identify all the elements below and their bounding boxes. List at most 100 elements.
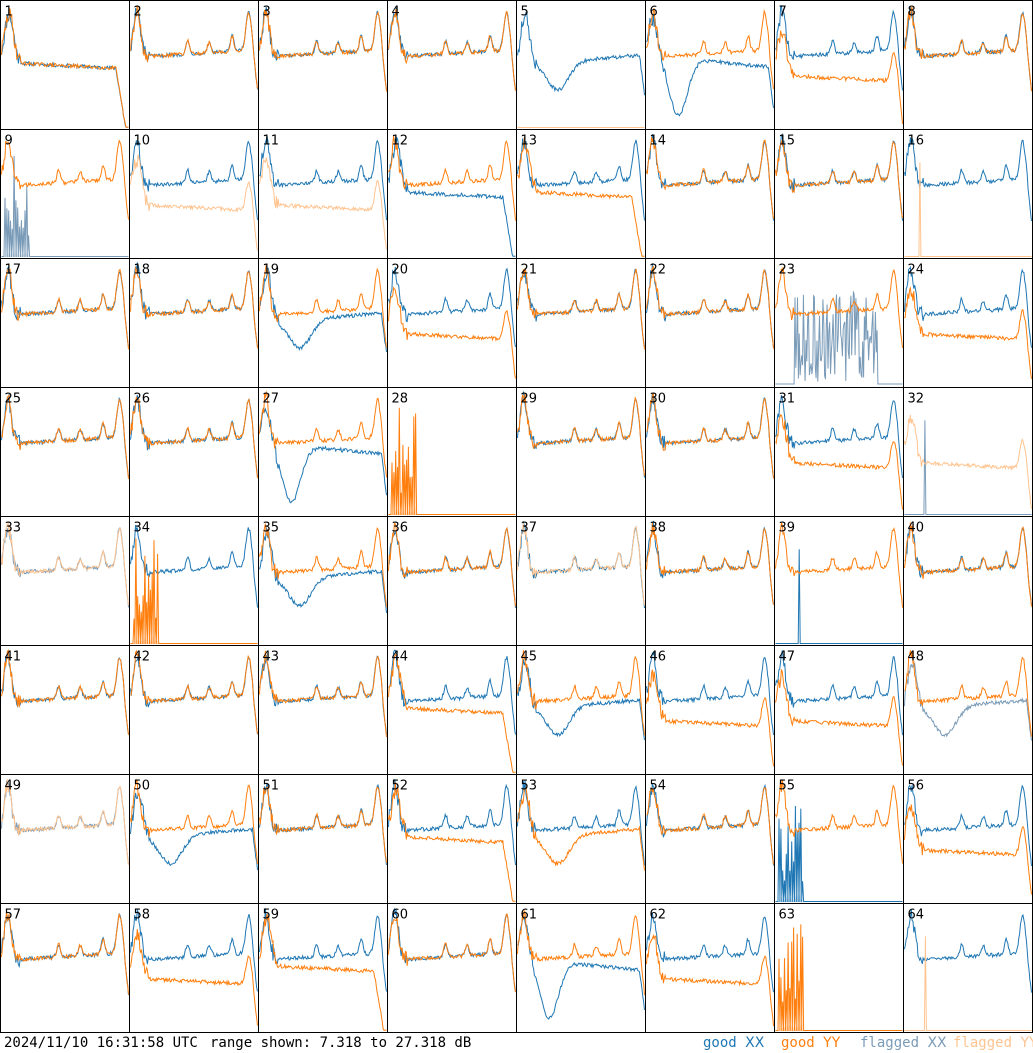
panel-63: 63 bbox=[774, 903, 904, 1033]
panel-frame bbox=[258, 258, 388, 388]
legend-item-1: good XX bbox=[703, 1034, 764, 1052]
panel-50: 50 bbox=[129, 774, 259, 904]
series-yy-good bbox=[775, 30, 903, 124]
series-yy-flagged bbox=[904, 162, 1032, 257]
panel-frame bbox=[0, 903, 130, 1033]
legend-label: flagged bbox=[953, 1035, 1021, 1051]
panel-number: 38 bbox=[650, 521, 667, 536]
panel-18: 18 bbox=[129, 258, 259, 388]
panel-46: 46 bbox=[645, 645, 775, 775]
series-yy-good bbox=[517, 786, 645, 871]
series-yy-good bbox=[646, 787, 774, 865]
panel-frame bbox=[774, 0, 904, 130]
panel-61: 61 bbox=[516, 903, 646, 1033]
panel-frame bbox=[0, 774, 130, 904]
series-yy-good bbox=[517, 267, 645, 350]
panel-11: 11 bbox=[258, 129, 388, 259]
series-xx-good bbox=[388, 266, 516, 348]
panel-number: 57 bbox=[5, 908, 22, 923]
panel-number: 6 bbox=[650, 5, 658, 20]
panel-frame bbox=[645, 645, 775, 775]
timestamp-label: 2024/11/10 16:31:58 UTC bbox=[4, 1035, 198, 1051]
panel-frame bbox=[774, 129, 904, 259]
series-yy-flagged bbox=[259, 157, 387, 250]
panel-number: 43 bbox=[263, 650, 280, 665]
panel-frame bbox=[258, 129, 388, 259]
panel-number: 41 bbox=[5, 650, 22, 665]
legend-item-2: good YY bbox=[781, 1034, 840, 1052]
panel-17: 17 bbox=[0, 258, 130, 388]
panel-frame bbox=[645, 516, 775, 646]
panel-number: 5 bbox=[521, 5, 529, 20]
panel-number: 61 bbox=[521, 908, 538, 923]
panel-number: 1 bbox=[5, 5, 13, 20]
panel-frame bbox=[903, 774, 1033, 904]
panel-47: 47 bbox=[774, 645, 904, 775]
series-yy-good bbox=[1, 910, 129, 995]
series-yy-good bbox=[775, 924, 903, 1031]
panel-frame bbox=[129, 903, 259, 1033]
series-yy-good bbox=[646, 265, 774, 349]
panel-1: 1 bbox=[0, 0, 130, 130]
panel-31: 31 bbox=[774, 387, 904, 517]
panel-number: 60 bbox=[392, 908, 409, 923]
panel-number: 39 bbox=[779, 521, 796, 536]
series-yy-good bbox=[259, 913, 387, 1031]
series-yy-good bbox=[259, 390, 387, 478]
panel-59: 59 bbox=[258, 903, 388, 1033]
series-yy-good bbox=[1, 268, 129, 350]
panel-frame bbox=[387, 258, 517, 388]
panel-53: 53 bbox=[516, 774, 646, 904]
series-yy-good bbox=[259, 264, 387, 348]
panel-frame bbox=[903, 516, 1033, 646]
panel-60: 60 bbox=[387, 903, 517, 1033]
panel-number: 45 bbox=[521, 650, 538, 665]
series-yy-good bbox=[388, 913, 516, 993]
panel-number: 2 bbox=[134, 5, 142, 20]
panel-number: 8 bbox=[908, 5, 916, 20]
panel-35: 35 bbox=[258, 516, 388, 646]
series-yy-good bbox=[259, 650, 387, 738]
panel-frame bbox=[645, 903, 775, 1033]
panel-number: 42 bbox=[134, 650, 151, 665]
panel-19: 19 bbox=[258, 258, 388, 388]
series-xx-good bbox=[130, 524, 258, 608]
panel-24: 24 bbox=[903, 258, 1033, 388]
panel-number: 46 bbox=[650, 650, 667, 665]
series-xx-good bbox=[775, 133, 903, 221]
series-yy-good bbox=[130, 266, 258, 349]
panel-39: 39 bbox=[774, 516, 904, 646]
series-yy-good bbox=[1, 8, 129, 128]
series-yy-good bbox=[904, 650, 1032, 737]
series-xx-good bbox=[259, 267, 387, 353]
series-yy-good bbox=[775, 139, 903, 219]
panel-number: 40 bbox=[908, 521, 925, 536]
panel-number: 24 bbox=[908, 263, 925, 278]
series-yy-flagged bbox=[130, 154, 258, 251]
panel-52: 52 bbox=[387, 774, 517, 904]
panel-number: 16 bbox=[908, 134, 925, 149]
panel-38: 38 bbox=[645, 516, 775, 646]
panel-number: 7 bbox=[779, 5, 787, 20]
series-yy-good bbox=[259, 786, 387, 864]
panel-number: 30 bbox=[650, 392, 667, 407]
panel-number: 14 bbox=[650, 134, 667, 149]
panel-number: 56 bbox=[908, 779, 925, 794]
panel-44: 44 bbox=[387, 645, 517, 775]
panel-number: 53 bbox=[521, 779, 538, 794]
panel-frame bbox=[903, 903, 1033, 1033]
panel-28: 28 bbox=[387, 387, 517, 517]
panel-27: 27 bbox=[258, 387, 388, 517]
panel-frame bbox=[0, 516, 130, 646]
panel-frame bbox=[774, 516, 904, 646]
panel-number: 58 bbox=[134, 908, 151, 923]
panel-number: 4 bbox=[392, 5, 400, 20]
panel-frame bbox=[516, 0, 646, 130]
panel-number: 47 bbox=[779, 650, 796, 665]
panel-frame bbox=[258, 387, 388, 517]
panel-frame bbox=[516, 387, 646, 517]
panel-54: 54 bbox=[645, 774, 775, 904]
panel-number: 37 bbox=[521, 521, 538, 536]
series-xx-good bbox=[775, 549, 903, 644]
legend-code: YY bbox=[823, 1035, 841, 1051]
